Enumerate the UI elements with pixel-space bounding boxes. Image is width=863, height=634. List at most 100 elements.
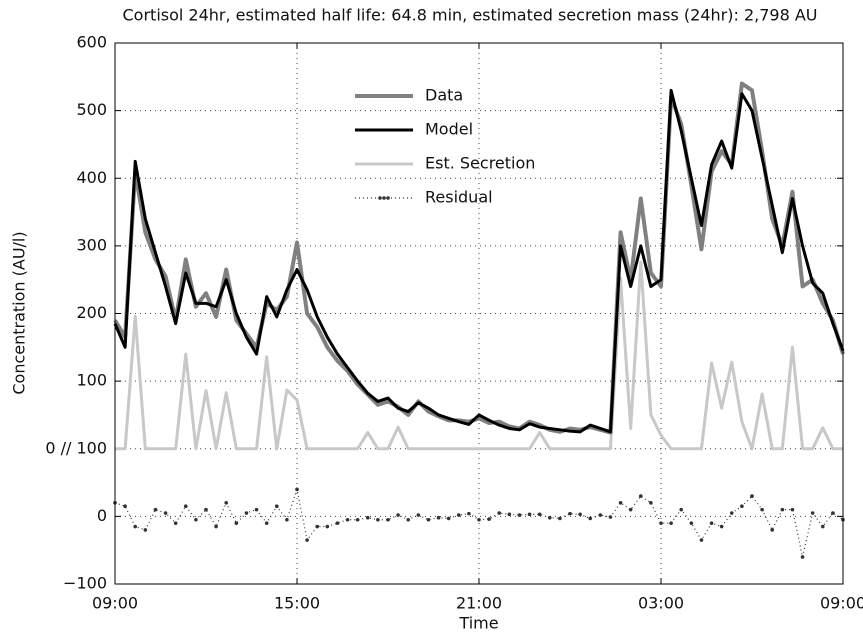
residual-point [456,513,461,517]
residual-point [467,511,471,516]
residual-point [325,524,330,529]
residual-point [719,524,724,529]
legend-label: Residual [425,188,493,207]
residual-point [699,538,704,542]
legend-label: Est. Secretion [425,154,535,173]
chart-title: Cortisol 24hr, estimated half life: 64.8… [123,6,818,25]
residual-point [254,507,259,512]
x-tick-label: 15:00 [274,594,320,613]
residual-point [305,538,309,542]
residual-point [709,521,714,525]
residual-point [446,516,451,521]
y-tick-label: 200 [76,303,107,322]
y-axis-label: Concentration (AU/l) [10,231,29,394]
residual-point [477,517,481,522]
residual-point [679,507,684,512]
residual-point [143,528,148,532]
residual-point [790,507,795,512]
residual-point [406,517,411,522]
residual-point [123,504,127,509]
residual-point [618,501,623,505]
residual-point [416,513,421,517]
residual-point [659,521,663,525]
residual-point [133,524,138,529]
x-tick-label: 09:00 [820,594,863,613]
y-tick-label: 500 [76,100,107,119]
x-tick-label: 21:00 [456,594,502,613]
series-line [115,260,843,451]
residual-point [204,507,208,512]
residual-point [345,517,350,522]
y-tick-label: 0 [97,506,107,525]
residual-point [547,515,552,520]
residual-point [194,517,198,522]
legend-label: Model [425,120,473,139]
residual-point [234,521,239,525]
residual-point [507,512,512,517]
residual-point [386,517,390,522]
residual-point [689,521,694,525]
y-tick-label: 100 [76,371,107,390]
residual-point [224,501,229,505]
x-tick-label: 03:00 [638,594,684,613]
residual-point [173,521,178,525]
residual-point [780,507,785,512]
residual-point [669,521,673,525]
y-tick-label: 300 [76,235,107,254]
residual-point [274,504,279,509]
residual-point [315,524,320,529]
residual-point [568,511,572,516]
residual-point [396,513,400,517]
residual-point [598,513,603,517]
residual-point [285,517,289,522]
residual-point [558,516,562,521]
residual-point [335,521,340,525]
residual-point [517,513,522,517]
residual-point [820,524,825,529]
plot-frame [114,42,844,585]
residual-point [740,504,744,509]
y-tick-label: 0 // 100 [45,438,107,457]
residual-point [244,511,249,515]
residual-point [487,517,491,521]
series-line [113,88,845,434]
residual-point [183,504,188,509]
residual-point [376,517,380,522]
residual-point [638,494,643,498]
legend-swatch [386,196,390,200]
residual-point [628,507,633,512]
y-tick-label: 400 [76,168,107,187]
legend-swatch [378,196,382,200]
y-tick-label: −100 [63,574,107,593]
residual-point [831,511,835,515]
legend-swatch [382,196,386,200]
x-axis-label: Time [458,614,498,633]
residual-point [264,521,269,525]
residual-point [295,487,299,492]
residual-point [497,511,502,515]
residual-point [649,501,653,505]
residual-point [426,517,431,522]
residual-point [163,511,168,515]
series-line [113,81,845,435]
residual-point [214,524,218,529]
residual-point [527,512,532,517]
residual-point [750,494,754,498]
residual-point [355,517,360,522]
x-tick-label: 09:00 [92,594,138,613]
residual-point [365,515,370,520]
legend-label: Data [425,86,463,105]
residual-point [588,516,593,521]
residual-point [153,507,158,512]
residual-point [537,512,542,517]
residual-point [608,515,613,519]
y-tick-label: 600 [76,33,107,52]
residual-point [770,528,775,532]
residual-point [800,555,805,559]
residual-point [760,507,764,512]
residual-point [729,511,734,515]
residual-point [436,515,441,520]
residual-point [810,511,815,515]
residual-point [578,512,582,517]
